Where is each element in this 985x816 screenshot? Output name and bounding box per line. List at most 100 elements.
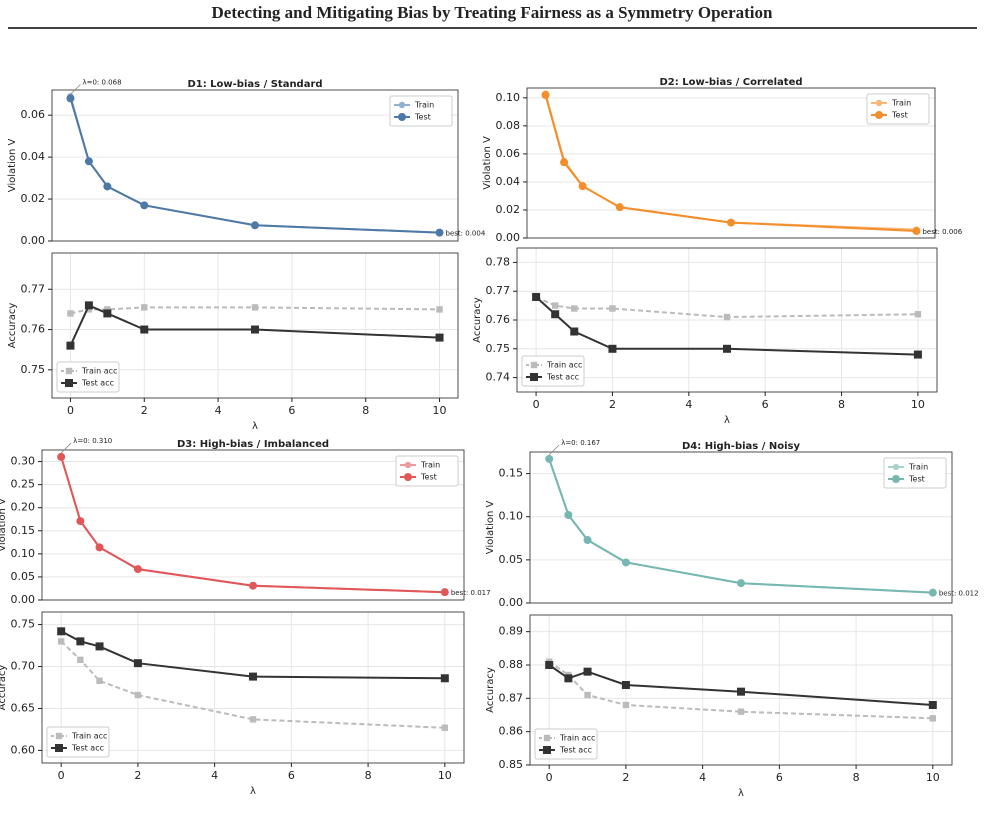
x-tick-label: 2 [141, 404, 148, 417]
x-tick-label: 10 [926, 771, 940, 784]
marker [436, 306, 443, 313]
marker [913, 350, 922, 359]
subplot: 0.75 0.76 0.77 0 2 4 6 8 10 λ Accuracy Train acc Tes… [7, 252, 459, 432]
marker [134, 691, 142, 699]
x-tick-label: 10 [911, 398, 925, 411]
y-axis-label: Violation V [485, 501, 496, 555]
subplot: 0.00 0.02 0.04 0.06 0.08 0.10 D2: Low-bias / C… [482, 77, 963, 244]
marker [545, 454, 554, 463]
marker [584, 691, 591, 699]
y-tick-label: 0.10 [496, 91, 521, 104]
annotation: best: 0.012 [939, 590, 979, 598]
marker [66, 341, 75, 350]
series-line [548, 458, 933, 594]
marker [892, 463, 900, 471]
legend-label: Train [420, 461, 440, 470]
annotation-arrow [548, 444, 560, 456]
y-tick-label: 0.30 [11, 455, 36, 468]
y-tick-label: 0.10 [499, 510, 524, 523]
legend-label: Test [891, 111, 908, 120]
marker [104, 306, 111, 313]
marker [76, 637, 85, 646]
x-axis-label: λ [724, 415, 730, 426]
plot-frame [529, 614, 953, 766]
paper-header: Detecting and Mitigating Bias by Treatin… [212, 3, 774, 22]
marker [95, 642, 104, 651]
y-tick-label: 0.88 [499, 658, 524, 671]
marker [85, 306, 93, 313]
subplot: 0.00 0.02 0.04 0.06 D1: Low-bias / Standard V… [7, 78, 486, 247]
marker [723, 313, 731, 321]
marker [532, 292, 541, 301]
marker [543, 746, 551, 754]
marker [564, 510, 573, 519]
marker [583, 667, 592, 676]
y-tick-label: 0.00 [496, 231, 521, 244]
marker [440, 588, 449, 597]
marker [622, 701, 630, 709]
marker [441, 724, 449, 731]
marker [84, 157, 93, 166]
y-axis-label: Violation V [0, 498, 8, 552]
marker [551, 310, 560, 319]
y-axis-label: Accuracy [7, 303, 18, 349]
marker [914, 311, 922, 318]
subplot: 0.00 0.05 0.10 0.15 D4: High-bias / Noisy Vio… [485, 439, 979, 609]
y-tick-label: 0.86 [499, 725, 524, 738]
y-tick-label: 0.04 [21, 150, 46, 163]
legend-label: Train [908, 463, 928, 472]
x-tick-label: 4 [211, 769, 218, 782]
marker [727, 218, 735, 227]
x-tick-label: 0 [533, 398, 540, 411]
marker [570, 327, 579, 336]
marker [912, 226, 921, 235]
marker [928, 588, 937, 597]
y-tick-label: 0.06 [21, 108, 46, 121]
y-tick-label: 0.75 [11, 618, 36, 631]
series-line [69, 96, 440, 234]
marker [545, 661, 554, 669]
y-tick-label: 0.05 [11, 570, 36, 583]
legend-label: Test [908, 475, 925, 484]
marker [435, 228, 444, 237]
marker [737, 687, 745, 696]
y-tick-label: 0.02 [496, 203, 521, 216]
marker [140, 201, 149, 210]
subplot-title: D3: High-bias / Imbalanced [177, 439, 329, 450]
marker [65, 367, 73, 375]
marker [65, 379, 73, 387]
x-tick-label: 0 [546, 771, 553, 784]
marker [404, 461, 412, 469]
marker [249, 672, 257, 681]
marker [615, 203, 624, 212]
annotation: λ=0: 0.068 [82, 78, 121, 86]
series-line [548, 458, 933, 594]
y-axis-label: Accuracy [0, 665, 8, 711]
y-tick-label: 0.02 [21, 192, 46, 205]
legend-label: Test acc [71, 744, 104, 753]
marker [560, 158, 569, 167]
y-tick-label: 0.05 [499, 553, 524, 566]
marker [621, 681, 630, 689]
legend-label: Test acc [81, 379, 114, 388]
plot-frame [51, 89, 459, 242]
y-tick-label: 0.89 [499, 625, 524, 638]
x-tick-label: 8 [838, 398, 845, 411]
y-axis-label: Violation V [7, 139, 18, 193]
y-tick-label: 0.74 [486, 371, 511, 384]
x-tick-label: 4 [685, 398, 692, 411]
legend-label: Train acc [559, 734, 595, 743]
annotation: best: 0.017 [451, 589, 491, 597]
plot-frame [529, 451, 953, 604]
y-tick-label: 0.00 [21, 234, 46, 247]
series-line [60, 640, 445, 729]
marker [251, 304, 259, 311]
y-tick-label: 0.08 [496, 119, 521, 132]
marker [57, 452, 66, 461]
x-axis-label: λ [252, 421, 258, 432]
marker [583, 536, 592, 545]
marker [251, 325, 259, 334]
marker [133, 565, 142, 574]
y-tick-label: 0.78 [486, 255, 511, 268]
